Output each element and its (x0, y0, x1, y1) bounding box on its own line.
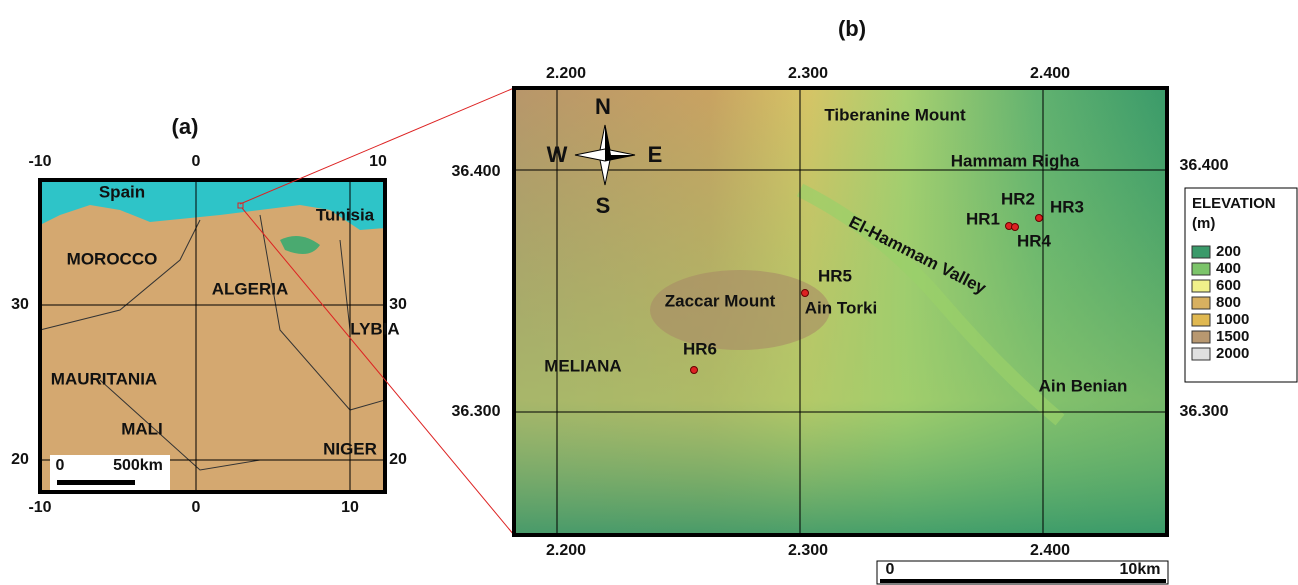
compass-label: W (547, 142, 568, 167)
station (1012, 224, 1019, 231)
legend-swatch (1192, 314, 1210, 326)
place-label: Zaccar Mount (665, 291, 776, 310)
place-label: LYBIA (350, 319, 399, 338)
station-label: HR2 (1001, 189, 1035, 208)
legend-label: 600 (1216, 277, 1241, 294)
place-label: ALGERIA (212, 279, 289, 298)
figure: (a) -10 0 10 -10 0 10 30 20 30 20 Spain … (0, 0, 1298, 585)
tick-label: 20 (11, 451, 29, 468)
tick-label: 36.300 (1180, 403, 1229, 420)
station (1036, 215, 1043, 222)
scale-label: 0 (56, 457, 65, 474)
tick-label: 2.400 (1030, 542, 1070, 559)
place-label: MOROCCO (67, 249, 158, 268)
tick-label: -10 (28, 499, 51, 516)
tick-label: 30 (389, 296, 407, 313)
tick-label: 2.300 (788, 65, 828, 82)
legend-swatch (1192, 246, 1210, 258)
station (691, 367, 698, 374)
tick-label: 0 (192, 153, 201, 170)
place-label: MAURITANIA (51, 369, 157, 388)
legend-swatch (1192, 331, 1210, 343)
scale-label: 500km (113, 457, 163, 474)
scale-bar (880, 579, 1166, 583)
place-label: Ain Benian (1039, 376, 1128, 395)
tick-label: 2.200 (546, 65, 586, 82)
tick-label: -10 (28, 153, 51, 170)
legend-label: 800 (1216, 294, 1241, 311)
tick-label: 2.300 (788, 542, 828, 559)
station-label: HR4 (1017, 231, 1052, 250)
place-label: Tunisia (316, 205, 375, 224)
panel-label: (b) (838, 16, 866, 41)
legend-label: 400 (1216, 260, 1241, 277)
tick-label: 2.400 (1030, 65, 1070, 82)
tick-label: 20 (389, 451, 407, 468)
tick-label: 30 (11, 296, 29, 313)
scale-label: 10km (1120, 561, 1161, 578)
place-label: Hammam Righa (951, 151, 1080, 170)
legend-label: 1000 (1216, 311, 1249, 328)
tick-label: 2.200 (546, 542, 586, 559)
scale-bar (57, 480, 135, 485)
tick-label: 10 (341, 499, 359, 516)
station-label: HR6 (683, 339, 717, 358)
compass-label: E (648, 142, 663, 167)
panel-label: (a) (172, 114, 199, 139)
tick-label: 36.400 (1180, 157, 1229, 174)
legend-label: 2000 (1216, 345, 1249, 362)
station-label: HR5 (818, 266, 852, 285)
compass-label: S (596, 193, 611, 218)
place-label: NIGER (323, 439, 377, 458)
legend-swatch (1192, 348, 1210, 360)
compass-label: N (595, 94, 611, 119)
place-label: MELIANA (544, 356, 621, 375)
place-label: Spain (99, 182, 145, 201)
legend-swatch (1192, 263, 1210, 275)
place-label: Tiberanine Mount (824, 105, 966, 124)
station (802, 290, 809, 297)
scale-label: 0 (886, 561, 895, 578)
legend-title: ELEVATION (1192, 195, 1276, 212)
legend-label: 200 (1216, 243, 1241, 260)
legend-swatch (1192, 297, 1210, 309)
tick-label: 0 (192, 499, 201, 516)
legend-label: 1500 (1216, 328, 1249, 345)
tick-label: 36.400 (452, 163, 501, 180)
station-label: HR1 (966, 209, 1000, 228)
tick-label: 10 (369, 153, 387, 170)
place-label: MALI (121, 419, 163, 438)
legend-unit: (m) (1192, 215, 1215, 232)
station-label: HR3 (1050, 197, 1084, 216)
place-label: Ain Torki (805, 298, 877, 317)
legend-swatch (1192, 280, 1210, 292)
tick-label: 36.300 (452, 403, 501, 420)
